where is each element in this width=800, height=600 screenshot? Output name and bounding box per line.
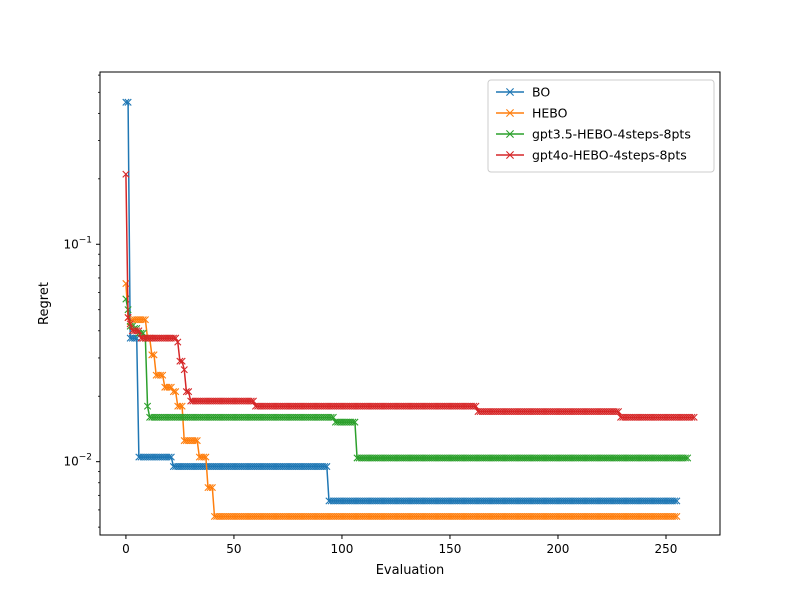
series-marker bbox=[191, 437, 199, 445]
series-marker bbox=[124, 314, 132, 322]
legend-item: BO bbox=[496, 85, 550, 100]
series-marker bbox=[321, 462, 329, 471]
legend-item: gpt4o-HEBO-4steps-8pts bbox=[496, 148, 687, 163]
legend-item: HEBO bbox=[496, 106, 568, 121]
y-tick-label: 10−1 bbox=[63, 235, 92, 251]
series-marker bbox=[472, 402, 480, 410]
series-marker bbox=[673, 512, 681, 521]
series-marker bbox=[614, 407, 623, 416]
series-2 bbox=[122, 295, 692, 462]
series-layer bbox=[122, 98, 698, 521]
y-tick-label: 10−2 bbox=[63, 453, 92, 469]
series-marker bbox=[506, 109, 514, 117]
legend-label: gpt3.5-HEBO-4steps-8pts bbox=[532, 127, 691, 142]
series-marker bbox=[141, 316, 149, 324]
series-marker bbox=[133, 327, 141, 335]
series-marker bbox=[684, 454, 692, 462]
series-marker bbox=[206, 484, 214, 492]
series-marker bbox=[671, 497, 679, 505]
series-marker bbox=[169, 388, 178, 396]
series-marker bbox=[143, 402, 152, 410]
series-marker bbox=[182, 388, 190, 396]
series-line bbox=[125, 174, 695, 419]
plot-frame bbox=[99, 71, 721, 536]
legend-label: BO bbox=[532, 85, 550, 100]
series-marker bbox=[178, 357, 186, 365]
series-marker bbox=[148, 351, 156, 359]
x-tick-label: 250 bbox=[655, 542, 678, 556]
series-marker bbox=[178, 402, 186, 410]
series-marker bbox=[673, 497, 681, 505]
series-marker bbox=[688, 413, 696, 421]
series-marker bbox=[247, 397, 255, 405]
legend-item: gpt3.5-HEBO-4steps-8pts bbox=[496, 127, 691, 142]
series-marker bbox=[122, 98, 130, 106]
series-marker bbox=[671, 512, 679, 521]
series-marker bbox=[176, 402, 184, 410]
series-marker bbox=[506, 130, 514, 138]
series-marker bbox=[681, 454, 690, 462]
series-marker bbox=[349, 418, 357, 426]
series-line bbox=[125, 101, 677, 502]
series-marker bbox=[180, 366, 188, 374]
x-tick-label: 100 bbox=[330, 542, 353, 556]
series-marker bbox=[506, 88, 514, 96]
series-0 bbox=[122, 98, 681, 505]
legend-box bbox=[487, 79, 715, 173]
series-1 bbox=[122, 279, 681, 521]
x-axis: 0 50 100 150 200 250 bbox=[122, 535, 677, 556]
series-marker bbox=[174, 338, 182, 346]
series-marker bbox=[184, 388, 193, 396]
series-marker bbox=[172, 334, 180, 342]
series-line bbox=[125, 283, 677, 518]
series-marker bbox=[165, 453, 173, 461]
series-marker bbox=[159, 371, 167, 379]
x-axis-title: Evaluation bbox=[376, 563, 445, 578]
x-tick-label: 50 bbox=[226, 542, 241, 556]
series-marker bbox=[122, 170, 130, 178]
series-marker bbox=[351, 418, 359, 426]
legend: BO HEBO gpt3.5-HEBO-4steps-8pts gpt4o-HEBO-… bbox=[487, 79, 715, 173]
series-marker bbox=[126, 320, 134, 328]
series-marker bbox=[176, 357, 184, 365]
series-marker bbox=[323, 462, 331, 471]
legend-label: HEBO bbox=[532, 106, 568, 121]
series-marker bbox=[200, 453, 208, 461]
y-axis-title: Regret bbox=[37, 282, 52, 325]
series-marker bbox=[690, 413, 698, 421]
series-marker bbox=[156, 371, 165, 379]
series-marker bbox=[249, 397, 257, 405]
series-marker bbox=[208, 484, 216, 492]
x-tick-label: 200 bbox=[547, 542, 570, 556]
series-marker bbox=[150, 351, 158, 359]
series-marker bbox=[612, 407, 620, 416]
series-line bbox=[125, 298, 688, 459]
series-marker bbox=[202, 453, 210, 461]
y-axis: 10−2 10−1 bbox=[63, 74, 100, 528]
series-marker bbox=[193, 437, 201, 445]
legend-label: gpt4o-HEBO-4steps-8pts bbox=[532, 148, 687, 163]
series-marker bbox=[124, 98, 132, 106]
series-3 bbox=[122, 170, 698, 421]
series-marker bbox=[506, 151, 514, 159]
x-tick-label: 0 bbox=[122, 542, 130, 556]
series-marker bbox=[172, 388, 180, 396]
x-tick-label: 150 bbox=[439, 542, 462, 556]
series-marker bbox=[135, 327, 143, 335]
series-marker bbox=[139, 316, 147, 324]
series-marker bbox=[167, 453, 175, 461]
series-marker bbox=[470, 402, 478, 410]
